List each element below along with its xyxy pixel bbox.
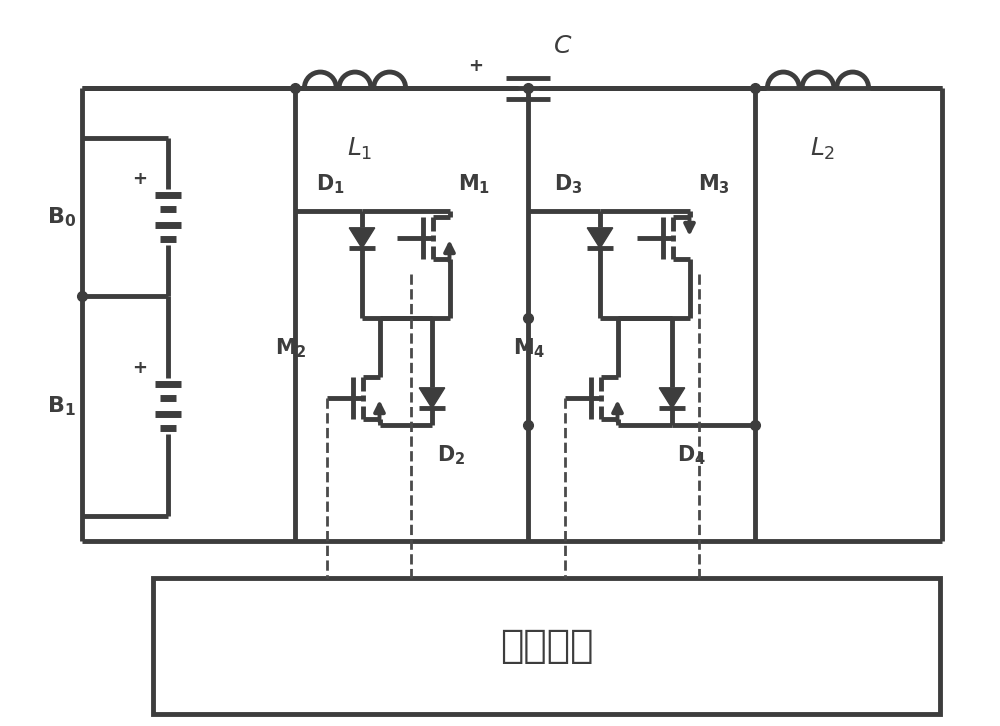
Text: $\mathit{L}_1$: $\mathit{L}_1$ (347, 136, 373, 162)
FancyBboxPatch shape (153, 578, 940, 714)
Text: $\mathbf{M_3}$: $\mathbf{M_3}$ (698, 172, 729, 196)
Text: $\mathit{C}$: $\mathit{C}$ (553, 34, 572, 58)
Text: $\mathbf{M_2}$: $\mathbf{M_2}$ (275, 336, 307, 360)
Text: +: + (132, 170, 148, 188)
Polygon shape (349, 228, 375, 248)
Text: $\mathbf{B_1}$: $\mathbf{B_1}$ (47, 394, 76, 417)
Text: +: + (468, 57, 484, 75)
Text: $\mathbf{M_4}$: $\mathbf{M_4}$ (513, 336, 545, 360)
Text: $\mathbf{B_0}$: $\mathbf{B_0}$ (47, 205, 76, 229)
Text: $\mathbf{D_2}$: $\mathbf{D_2}$ (437, 443, 465, 467)
Text: 微控制器: 微控制器 (500, 627, 593, 665)
Text: $\mathbf{D_1}$: $\mathbf{D_1}$ (316, 172, 344, 196)
Text: $\mathbf{M_1}$: $\mathbf{M_1}$ (458, 172, 490, 196)
Text: $\mathbf{D_4}$: $\mathbf{D_4}$ (677, 443, 706, 467)
Polygon shape (587, 228, 613, 248)
Text: $\mathbf{D_3}$: $\mathbf{D_3}$ (554, 172, 582, 196)
Text: $\mathit{L}_2$: $\mathit{L}_2$ (810, 136, 836, 162)
Text: +: + (132, 359, 148, 377)
Polygon shape (419, 388, 445, 408)
Polygon shape (659, 388, 685, 408)
